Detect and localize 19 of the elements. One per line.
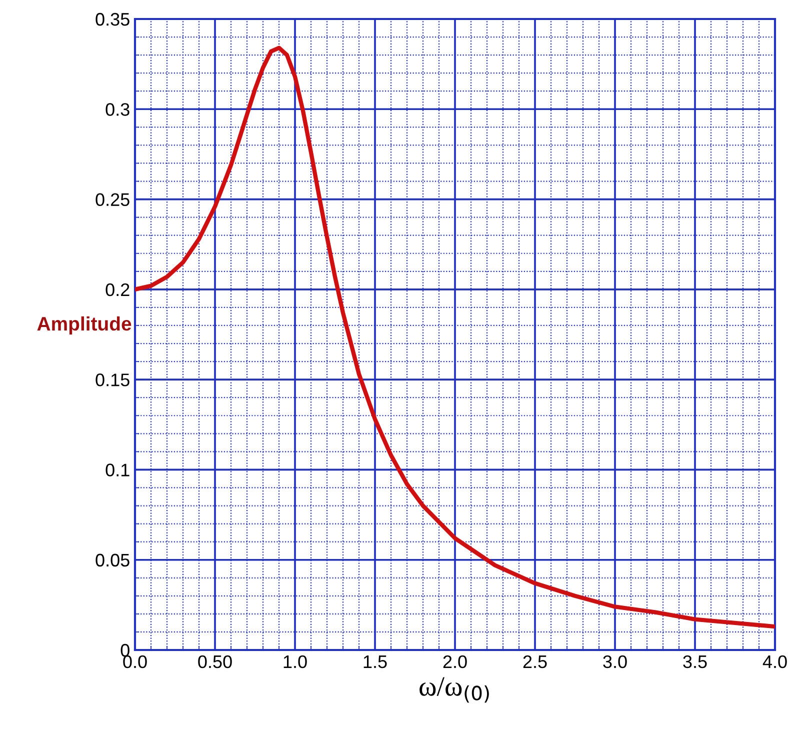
x-tick-label: 2.5 — [523, 655, 547, 668]
y-axis-title: Amplitude — [37, 316, 132, 334]
y-tick-label: 0.3 — [106, 103, 130, 116]
x-tick-label: 1.5 — [364, 656, 387, 668]
y-tick-label: 0.15 — [96, 374, 130, 386]
y-tick-label: 0 — [120, 644, 130, 657]
x-tick-label: 3.5 — [683, 655, 707, 668]
x-tick-label: 2.0 — [443, 655, 467, 668]
x-tick-label: 4.0 — [762, 655, 787, 668]
y-tick-label: 0.25 — [96, 193, 130, 206]
y-tick-label: 0.35 — [96, 12, 130, 26]
x-tick-label: 0.50 — [198, 655, 232, 668]
x-tick-label: 0.0 — [123, 655, 147, 668]
x-tick-label: 1.0 — [284, 655, 307, 668]
y-tick-label: 0.2 — [106, 283, 130, 296]
x-axis-title: ω/ω$_{(0)}$ — [420, 677, 489, 703]
y-tick-label: 0.1 — [106, 464, 130, 476]
y-tick-label: 0.05 — [96, 554, 130, 567]
x-tick-label: 3.0 — [603, 655, 627, 668]
